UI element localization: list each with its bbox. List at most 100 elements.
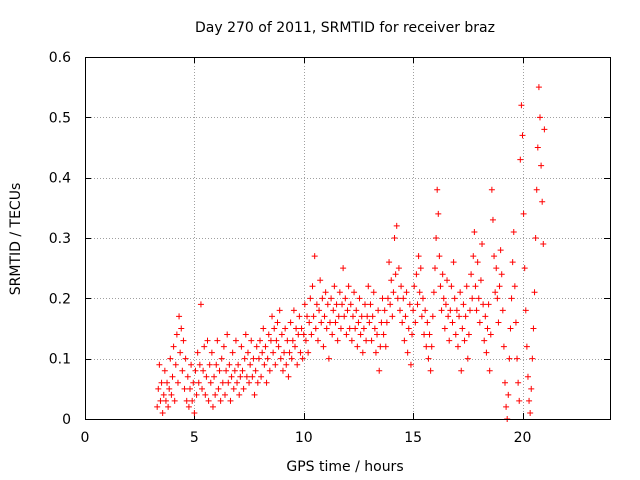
data-point: [231, 367, 238, 374]
data-point: [492, 289, 499, 296]
data-point: [342, 295, 349, 302]
data-point: [473, 307, 480, 314]
data-point: [348, 337, 355, 344]
data-point: [196, 361, 203, 368]
data-point: [449, 319, 456, 326]
data-point: [370, 289, 377, 296]
data-point: [359, 349, 366, 356]
data-point: [184, 373, 191, 380]
y-tick-label: 0.4: [49, 171, 71, 187]
data-point: [237, 373, 244, 380]
data-point: [249, 373, 256, 380]
data-point: [224, 331, 231, 338]
data-point: [507, 325, 514, 332]
data-point: [283, 361, 290, 368]
data-point: [405, 325, 412, 332]
x-tick-labels: 0 5 10 15 20: [81, 430, 532, 446]
data-point: [450, 259, 457, 266]
data-point: [307, 295, 314, 302]
data-point: [262, 343, 269, 350]
data-point: [400, 295, 407, 302]
data-point: [209, 403, 216, 410]
data-point: [200, 367, 207, 374]
data-point: [195, 379, 202, 386]
data-point: [392, 271, 399, 278]
data-point: [241, 355, 248, 362]
data-point: [454, 343, 461, 350]
data-point: [172, 361, 179, 368]
data-point: [247, 361, 254, 368]
data-point: [452, 331, 459, 338]
data-point: [229, 349, 236, 356]
data-point: [464, 355, 471, 362]
data-point: [272, 361, 279, 368]
data-point: [379, 295, 386, 302]
x-tick-label: 0: [81, 430, 90, 446]
data-point: [174, 379, 181, 386]
data-point: [267, 337, 274, 344]
data-point: [173, 331, 180, 338]
data-point: [211, 373, 218, 380]
data-point: [508, 295, 515, 302]
data-point: [444, 277, 451, 284]
data-point: [537, 114, 543, 121]
data-point: [309, 283, 316, 290]
data-point: [170, 343, 177, 350]
data-point: [293, 325, 300, 332]
data-point: [219, 379, 226, 386]
data-point: [532, 235, 539, 241]
data-point: [506, 355, 513, 362]
data-point: [353, 307, 360, 314]
chart-title: Day 270 of 2011, SRMTID for receiver bra…: [195, 20, 495, 36]
data-point: [302, 337, 309, 344]
data-point: [277, 355, 284, 362]
data-point: [378, 319, 385, 326]
data-point: [418, 313, 425, 320]
data-point: [497, 247, 504, 254]
data-point: [362, 301, 368, 308]
data-point: [301, 301, 308, 308]
data-point: [185, 403, 192, 410]
data-point: [182, 355, 189, 362]
data-point: [205, 397, 212, 404]
data-point: [491, 253, 498, 260]
data-point: [310, 313, 317, 320]
data-point: [534, 144, 541, 151]
data-point: [345, 283, 352, 290]
data-point: [191, 409, 198, 416]
plot-frame: [85, 57, 611, 420]
data-point: [192, 367, 199, 374]
x-tick-label: 5: [190, 430, 199, 446]
data-point: [511, 283, 518, 290]
data-point: [311, 253, 318, 260]
data-point: [476, 319, 483, 326]
data-point: [259, 349, 266, 356]
data-point: [354, 343, 361, 350]
data-point: [367, 301, 374, 308]
x-axis-label: GPS time / hours: [286, 459, 403, 475]
data-point: [356, 295, 363, 302]
data-point: [159, 409, 166, 416]
data-point: [252, 367, 259, 374]
data-point: [322, 289, 329, 296]
data-point: [169, 373, 176, 380]
data-point: [312, 325, 319, 332]
y-axis-label: SRMTID / TECUs: [8, 183, 24, 296]
data-point: [421, 331, 428, 338]
data-point: [381, 307, 388, 314]
data-point: [344, 307, 351, 314]
data-point: [424, 319, 431, 326]
data-point: [407, 361, 414, 368]
data-point: [246, 379, 253, 386]
data-point: [380, 331, 387, 338]
data-point: [180, 337, 187, 344]
data-point: [484, 325, 491, 332]
data-point: [190, 379, 197, 386]
data-point: [459, 325, 466, 332]
data-point: [439, 271, 446, 278]
data-point: [278, 331, 285, 338]
data-point: [457, 289, 464, 296]
x-tick-label: 15: [404, 430, 422, 446]
data-point: [442, 301, 449, 308]
data-point: [257, 337, 263, 344]
